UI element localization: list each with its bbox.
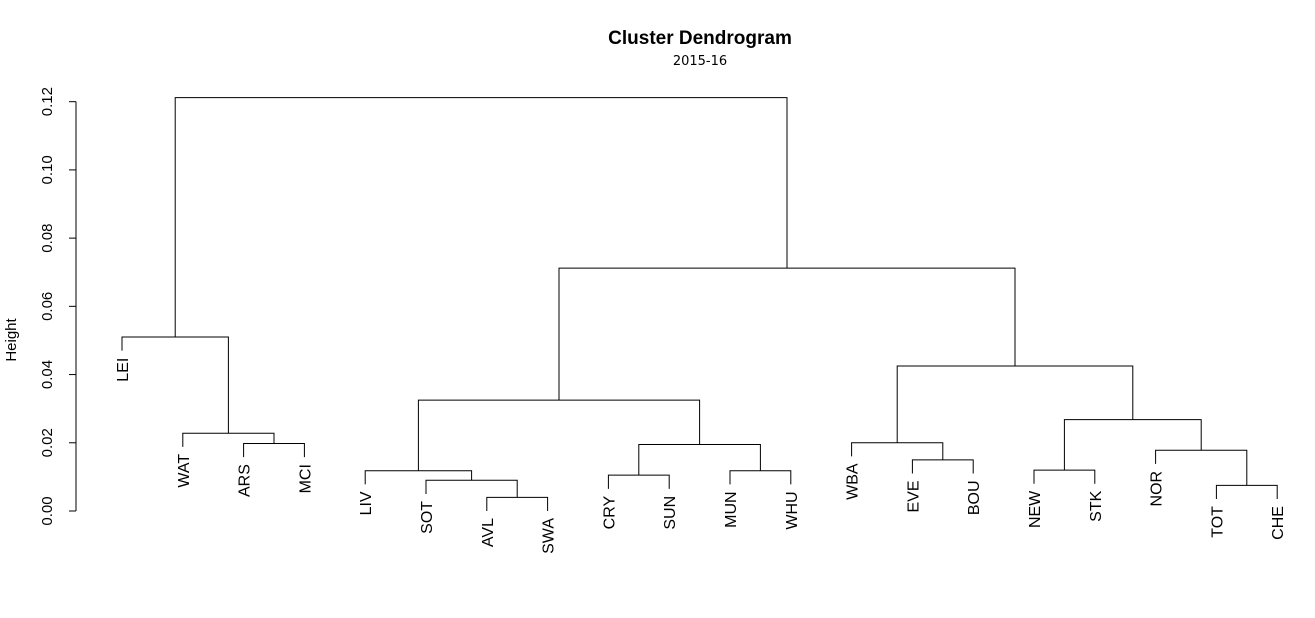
merge-branch [243, 442, 305, 458]
leaf-label: ARS [237, 464, 254, 497]
leaf-label: TOT [1209, 506, 1226, 538]
leaf-label: MUN [723, 491, 740, 527]
y-tick-label: 0.06 [39, 292, 56, 321]
leaf-label: BOU [966, 480, 983, 515]
merge-branch [1033, 469, 1096, 484]
leaf-label: SUN [662, 496, 679, 530]
merge-branch [911, 459, 974, 474]
merge-branch [558, 267, 1016, 401]
leaf-label: LIV [358, 491, 375, 515]
merge-branch [486, 496, 549, 511]
y-tick-label: 0.04 [39, 360, 56, 389]
leaf-label: WAT [176, 454, 193, 488]
merge-branch [174, 97, 788, 338]
leaf-label: STK [1088, 490, 1105, 521]
merge-branch [1063, 419, 1202, 471]
y-tick-label: 0.08 [39, 224, 56, 253]
merge-branch [607, 474, 670, 489]
leaf-label: CHE [1270, 506, 1287, 540]
merge-branch [121, 336, 229, 434]
merge-branch [425, 479, 518, 498]
y-tick-label: 0.12 [39, 87, 56, 116]
merge-branch [1155, 449, 1248, 486]
leaf-label: LEI [115, 358, 132, 382]
merge-branch [729, 470, 792, 485]
y-tick-label: 0.02 [39, 428, 56, 457]
leaf-label: SOT [419, 501, 436, 534]
merge-branch [364, 470, 473, 485]
merge-branch [1215, 484, 1278, 500]
dendrogram-branches [121, 97, 1278, 511]
merge-branch [851, 442, 944, 460]
leaf-label: EVE [905, 480, 922, 512]
chart-title: Cluster Dendrogram [608, 28, 792, 49]
merge-branch [182, 432, 275, 447]
merge-branch [896, 365, 1134, 443]
y-axis-label: Height [3, 317, 20, 361]
leaf-labels: LEI WAT ARS MCI LIV SOT AVL SWA CRY SUN MUN WHU WBA E… [115, 358, 1287, 554]
merge-branch [638, 443, 761, 476]
leaf-label: MCI [297, 464, 314, 493]
leaf-label: SWA [541, 518, 558, 554]
leaf-label: WBA [845, 463, 862, 500]
merge-branch [417, 399, 701, 471]
y-tick-label: 0.00 [39, 496, 56, 525]
leaf-label: NOR [1149, 471, 1166, 507]
y-tick-label: 0.10 [39, 155, 56, 184]
leaf-label: NEW [1027, 490, 1044, 528]
y-axis: 0.00 0.02 0.04 0.06 0.08 0.10 0.12 [39, 87, 77, 526]
leaf-label: CRY [601, 496, 618, 530]
leaf-label: AVL [480, 518, 497, 547]
chart-subtitle: 2015-16 [673, 54, 727, 69]
leaf-label: WHU [784, 491, 801, 529]
